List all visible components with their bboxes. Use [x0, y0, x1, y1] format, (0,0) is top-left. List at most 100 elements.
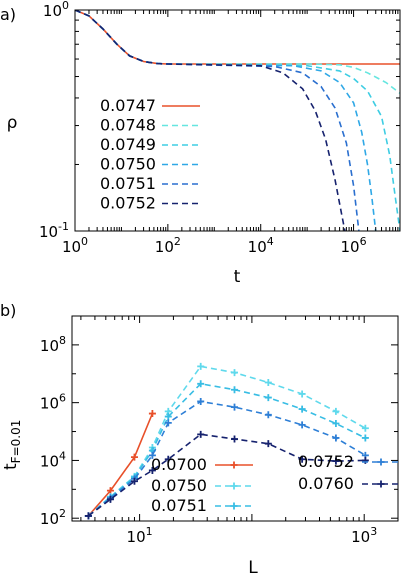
legend-label-0.0749: 0.0749 [100, 135, 156, 154]
x-tick-label-base: 10 [155, 238, 174, 256]
legend-label-0.0752: 0.0752 [100, 194, 156, 213]
data-point-0.0752 [231, 403, 239, 411]
y-tick-label-exponent: -1 [58, 220, 69, 233]
x-tick-label-exponent: 4 [267, 235, 274, 248]
y-tick-label: 108 [40, 334, 66, 355]
y-tick-label-exponent: 0 [62, 0, 69, 12]
y-tick-label: 106 [40, 392, 66, 413]
legend-label-0.0748: 0.0748 [100, 116, 156, 135]
series-line-0.0752 [75, 10, 346, 231]
panel-b-y-axis-label-main: t [1, 463, 21, 470]
legend-marker-0.0752 [377, 458, 385, 466]
y-tick-label-base: 10 [39, 223, 58, 241]
series-line-0.0751 [87, 382, 366, 517]
x-tick-label-base: 10 [127, 528, 146, 546]
legend-marker-0.0750 [230, 482, 238, 490]
x-tick-label-base: 10 [351, 528, 370, 546]
series-line-0.0700 [87, 413, 154, 517]
x-tick-label-base: 10 [62, 238, 81, 256]
y-tick-label-base: 10 [43, 2, 62, 20]
data-point-0.0750 [298, 390, 306, 398]
panel-b-x-axis-label: L [248, 558, 258, 578]
data-point-0.0752 [197, 397, 205, 405]
data-point-0.0760 [148, 466, 156, 474]
data-point-0.0760 [106, 495, 114, 503]
y-tick-label-base: 10 [40, 510, 59, 528]
legend-label-0.0750: 0.0750 [100, 155, 156, 174]
panel-a-x-axis-label: t [234, 267, 241, 287]
y-tick-label-base: 10 [40, 337, 59, 355]
legend-marker-0.0760 [377, 480, 385, 488]
data-point-0.0752 [164, 419, 172, 427]
legend-label-0.0747: 0.0747 [100, 96, 156, 115]
series-line-0.0760 [87, 433, 366, 517]
panel-b-y-axis-label-sub: F=0.01 [9, 420, 23, 464]
legend-label-0.0700: 0.0700 [151, 455, 207, 474]
data-point-0.0750 [264, 378, 272, 386]
panel-a-frame [74, 9, 401, 232]
data-point-0.0752 [298, 421, 306, 429]
x-tick-label: 103 [351, 525, 377, 546]
data-point-0.0760 [84, 512, 92, 520]
panel-a-x-ticks: 100 102 104 106 [62, 10, 399, 256]
data-point-0.0751 [164, 413, 172, 421]
panel-b-series-lines [84, 362, 369, 520]
x-tick-label: 101 [127, 525, 153, 546]
data-point-0.0750 [231, 369, 239, 377]
legend-marker-0.0751 [230, 502, 238, 510]
data-point-0.0750 [332, 407, 340, 415]
data-point-0.0751 [298, 405, 306, 413]
x-tick-label: 102 [155, 235, 181, 256]
x-tick-label: 104 [248, 235, 274, 256]
data-point-0.0700 [106, 487, 114, 495]
legend-label-0.0750: 0.0750 [151, 476, 207, 495]
data-point-0.0752 [332, 434, 340, 442]
data-point-0.0760 [264, 440, 272, 448]
data-point-0.0760 [361, 456, 369, 464]
legend-marker-0.0700 [230, 461, 238, 469]
legend-label-0.0751: 0.0751 [151, 496, 207, 515]
data-point-0.0760 [197, 430, 205, 438]
x-tick-label: 106 [341, 235, 367, 256]
data-point-0.0750 [197, 362, 205, 370]
data-point-0.0751 [231, 386, 239, 394]
series-line-0.0747 [75, 10, 400, 65]
data-point-0.0760 [332, 457, 340, 465]
legend-label-0.0760: 0.0760 [298, 474, 354, 493]
panel-a-series-lines [75, 10, 400, 231]
x-tick-label-exponent: 0 [81, 235, 88, 248]
x-tick-label-exponent: 2 [174, 235, 181, 248]
y-tick-label: 102 [40, 507, 66, 528]
y-tick-label-exponent: 4 [59, 449, 66, 462]
y-tick-label: 104 [40, 449, 66, 470]
x-tick-label: 100 [62, 235, 88, 256]
panel-b-y-axis-label: tF=0.01 [1, 420, 23, 470]
y-tick-label-base: 10 [40, 395, 59, 413]
data-point-0.0752 [264, 411, 272, 419]
panel-b-x-ticks: 101 103 [80, 316, 399, 546]
y-tick-label-exponent: 2 [59, 507, 66, 520]
y-tick-label: 100 [43, 0, 69, 20]
x-tick-label-exponent: 1 [146, 525, 153, 538]
legend-label-0.0752: 0.0752 [298, 452, 354, 471]
x-tick-label-exponent: 3 [370, 525, 377, 538]
y-tick-label: 10-1 [39, 220, 69, 241]
data-point-0.0760 [164, 455, 172, 463]
panel-a-label: a) [0, 5, 16, 24]
data-point-0.0700 [130, 453, 138, 461]
x-tick-label-exponent: 6 [360, 235, 367, 248]
data-point-0.0751 [361, 434, 369, 442]
data-point-0.0752 [148, 451, 156, 459]
x-tick-label-base: 10 [341, 238, 360, 256]
data-point-0.0760 [130, 477, 138, 485]
panel-b-label: b) [0, 301, 16, 320]
data-point-0.0750 [361, 424, 369, 432]
data-point-0.0760 [231, 435, 239, 443]
legend-label-0.0751: 0.0751 [100, 174, 156, 193]
